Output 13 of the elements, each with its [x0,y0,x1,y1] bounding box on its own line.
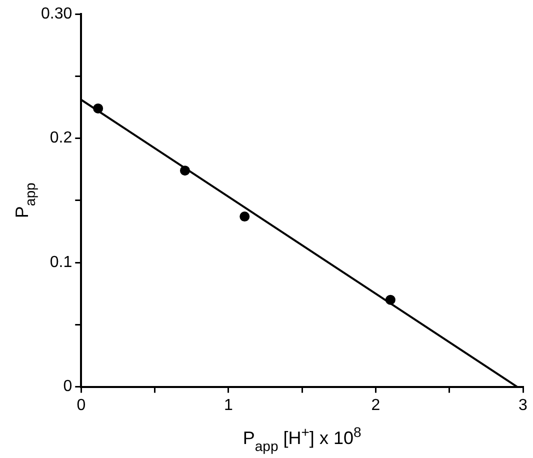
y-tick-label: 0.30 [41,5,72,22]
y-tick-label: 0.2 [50,130,72,147]
y-tick-label: 0.1 [50,254,72,271]
x-tick-label: 0 [76,396,86,414]
point [240,212,250,222]
y-tick-label: 0 [63,378,72,396]
x-tick-label: 2 [371,396,380,414]
y-axis-title: Papp [12,182,38,218]
x-tick-label: 1 [224,396,233,414]
x-tick-label: 3 [518,396,528,414]
point [385,294,396,305]
point [93,103,104,114]
point [180,166,190,176]
